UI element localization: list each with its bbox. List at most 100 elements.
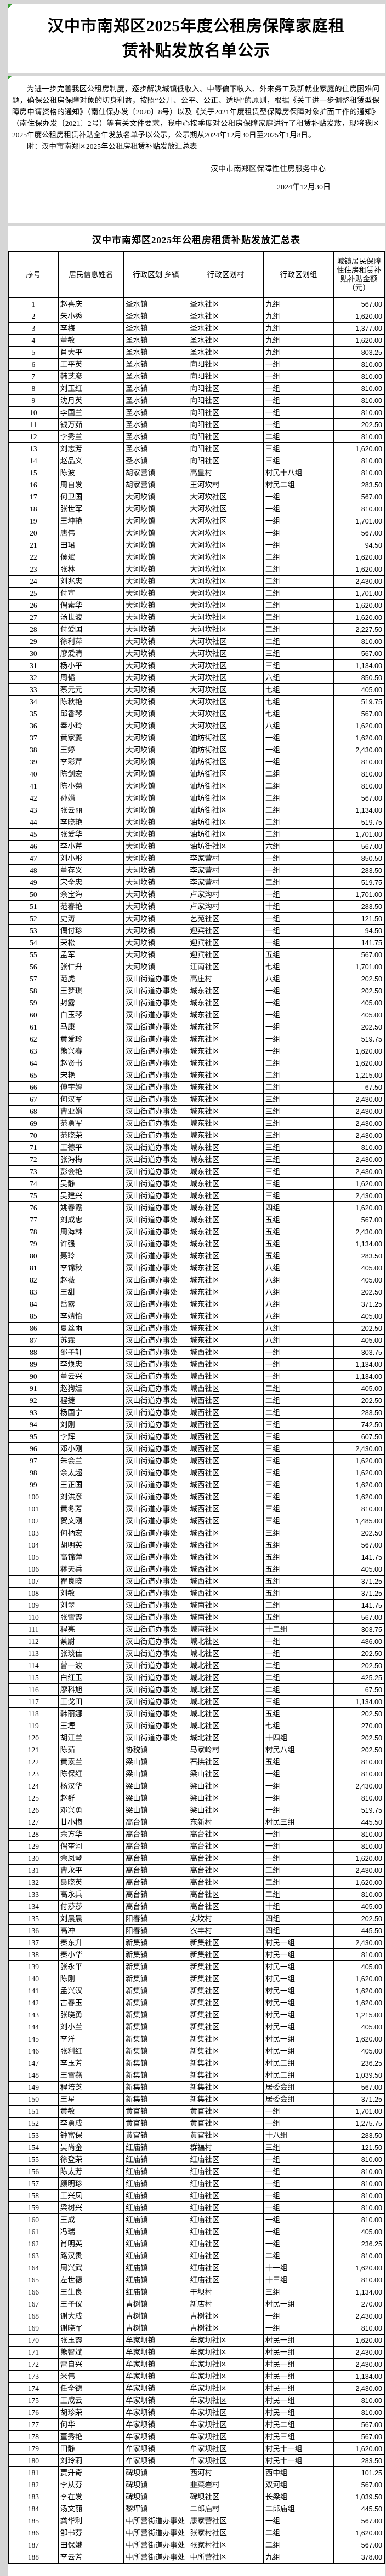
cell-amount: 405.00 <box>333 683 385 696</box>
cell-name: 何卫国 <box>58 491 124 503</box>
cell-amount: 2,430.00 <box>333 1093 385 1106</box>
table-row: 158 王兴凤 红庙镇 红庙社区 一组 810.00 <box>8 2189 385 2202</box>
cell-index: 171 <box>8 2346 59 2359</box>
cell-name: 曹永平 <box>58 1864 124 1877</box>
cell-village: 艺苑社区 <box>188 912 264 925</box>
cell-index: 163 <box>8 2250 59 2262</box>
cell-amount: 405.00 <box>333 1009 385 1021</box>
cell-index: 95 <box>8 1430 59 1443</box>
cell-village: 大河坎社区 <box>188 611 264 624</box>
cell-index: 104 <box>8 1539 59 1551</box>
cell-name: 董敏 <box>58 334 124 347</box>
cell-amount: 810.00 <box>333 2213 385 2226</box>
cell-amount: 1,620.00 <box>333 1479 385 1491</box>
cell-index: 24 <box>8 575 59 588</box>
cell-comment-flag-icon <box>8 76 12 80</box>
cell-town: 新集镇 <box>123 2081 189 2094</box>
cell-town: 汉山街道办事处 <box>123 1491 189 1503</box>
table-row: 168 谢大成 青树镇 青树社区 一组 2,430.00 <box>8 2310 385 2322</box>
table-row: 34 陈秋艳 大河坎镇 大河坎社区 七组 519.75 <box>8 695 385 708</box>
cell-village: 牟家坝社区 <box>188 2334 264 2347</box>
cell-town: 牟家坝镇 <box>123 2394 189 2407</box>
table-row: 110 张雪霞 汉山街道办事处 城南社区 五组 567.00 <box>8 1611 385 1624</box>
cell-village: 新集社区 <box>188 1936 264 1949</box>
cell-town: 汉山街道办事处 <box>123 1177 189 1190</box>
cell-amount: 1,620.00 <box>333 1045 385 1057</box>
table-row: 69 范勇军 汉山街道办事处 城东社区 三组 2,430.00 <box>8 1117 385 1130</box>
cell-name: 陈秋艳 <box>58 695 124 708</box>
cell-index: 109 <box>8 1599 59 1612</box>
table-row: 183 李在发 碑坝镇 碑坝社区 长梁组 1,039.50 <box>8 2491 385 2503</box>
cell-village: 向阳社区 <box>188 382 264 395</box>
table-row: 12 李秀兰 圣水镇 向阳社区 二组 810.00 <box>8 430 385 443</box>
cell-village: 油坊街社区 <box>188 792 264 804</box>
cell-group: 五组 <box>263 1250 334 1262</box>
cell-index: 120 <box>8 1732 59 1744</box>
cell-amount: 1,134.00 <box>333 1370 385 1383</box>
cell-town: 圣水镇 <box>123 346 189 359</box>
cell-name: 董云兴 <box>58 1370 124 1383</box>
cell-amount: 67.50 <box>333 1683 385 1696</box>
cell-village: 红庙社区 <box>188 2274 264 2286</box>
cell-name: 王成云 <box>58 2394 124 2407</box>
cell-amount: 202.50 <box>333 985 385 997</box>
table-row: 179 田静 牟家坝镇 牟家坝社区 村民十一组 1,620.00 <box>8 2442 385 2455</box>
cell-village: 城东社区 <box>188 1250 264 1262</box>
table-row: 165 左世德 红庙镇 红庙社区 十三组 810.00 <box>8 2274 385 2286</box>
cell-village: 红庙社区 <box>188 2201 264 2214</box>
cell-amount: 202.50 <box>333 1394 385 1407</box>
table-row: 138 秦小华 新集镇 新集社区 村民一组 810.00 <box>8 1948 385 1961</box>
cell-amount: 567.00 <box>333 647 385 660</box>
cell-name: 程捷 <box>58 1394 124 1407</box>
cell-amount: 202.50 <box>333 418 385 431</box>
cell-town: 汉山街道办事处 <box>123 1141 189 1154</box>
cell-index: 162 <box>8 2238 59 2250</box>
cell-index: 183 <box>8 2491 59 2503</box>
cell-index: 71 <box>8 1141 59 1154</box>
cell-index: 19 <box>8 515 59 527</box>
cell-group: 八组 <box>263 1310 334 1323</box>
cell-village: 城北社区 <box>188 1732 264 1744</box>
cell-amount: 567.00 <box>333 948 385 961</box>
cell-amount: 2,430.00 <box>333 1936 385 1949</box>
cell-village: 新集社区 <box>188 2045 264 2057</box>
cell-index: 37 <box>8 732 59 744</box>
table-row: 52 史涛 大河坎镇 艺苑社区 一组 121.50 <box>8 912 385 925</box>
cell-name: 付爱国 <box>58 623 124 636</box>
cell-name: 廖爱清 <box>58 647 124 660</box>
cell-town: 汉山街道办事处 <box>123 1334 189 1347</box>
table-row: 43 张云丽 大河坎镇 油坊街社区 二组 1,134.00 <box>8 804 385 817</box>
cell-amount: 2,227.50 <box>333 623 385 636</box>
cell-village: 江南社区 <box>188 961 264 973</box>
cell-group: 村民一组 <box>263 1948 334 1961</box>
cell-town: 汉山街道办事处 <box>123 1346 189 1359</box>
cell-town: 红庙镇 <box>123 2238 189 2250</box>
cell-village: 新集社区 <box>188 2057 264 2069</box>
cell-village: 城西社区 <box>188 1563 264 1576</box>
cell-name: 秦东升 <box>58 1936 124 1949</box>
cell-village: 牟家坝社区 <box>188 2418 264 2431</box>
cell-index: 131 <box>8 1864 59 1877</box>
cell-amount: 1,620.00 <box>333 1454 385 1467</box>
cell-village: 新店村 <box>188 2298 264 2310</box>
cell-group: 二组 <box>263 828 334 841</box>
table-row: 57 范虎 汉山街道办事处 高庄村 八组 202.50 <box>8 973 385 985</box>
cell-index: 101 <box>8 1503 59 1515</box>
cell-village: 新集社区 <box>188 2069 264 2082</box>
cell-index: 147 <box>8 2057 59 2069</box>
cell-group: 十二组 <box>263 1623 334 1636</box>
cell-index: 160 <box>8 2213 59 2226</box>
cell-index: 168 <box>8 2310 59 2322</box>
cell-group: 五组 <box>263 1707 334 1720</box>
cell-village: 青树社区 <box>188 2322 264 2334</box>
cell-group: 一组 <box>263 2201 334 2214</box>
cell-town: 汉山街道办事处 <box>123 1117 189 1130</box>
cell-village: 城东社区 <box>188 1165 264 1178</box>
cell-town: 大河坎镇 <box>123 587 189 600</box>
cell-village: 高皇村 <box>188 467 264 479</box>
cell-town: 红庙镇 <box>123 2189 189 2202</box>
cell-village: 城西社区 <box>188 1515 264 1527</box>
cell-town: 汉山街道办事处 <box>123 1105 189 1118</box>
cell-village: 城东社区 <box>188 1238 264 1250</box>
cell-name: 邓小刚 <box>58 1442 124 1455</box>
